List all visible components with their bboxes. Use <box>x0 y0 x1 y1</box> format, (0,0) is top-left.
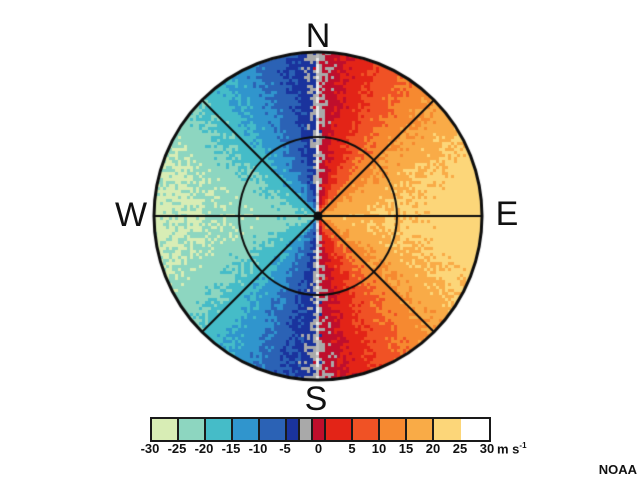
colorbar-tick: 15 <box>398 441 414 456</box>
colorbar-cell <box>206 419 233 440</box>
colorbar-cell <box>233 419 260 440</box>
colorbar-tick-row: m s-1 -30 -25 -20 -15 -10 -5 0 5 10 15 20 25 30 <box>141 441 527 457</box>
colorbar-tick: -20 <box>194 441 214 456</box>
colorbar-cell <box>287 419 300 440</box>
colorbar-tick: 25 <box>452 441 468 456</box>
velocity-colorbar <box>150 417 491 442</box>
colorbar-tick: -15 <box>221 441 241 456</box>
compass-label-south: S <box>304 380 328 418</box>
colorbar-cell <box>179 419 206 440</box>
compass-label-west: W <box>114 196 148 234</box>
colorbar-tick: -5 <box>279 441 291 456</box>
colorbar-tick: 30 <box>479 441 495 456</box>
colorbar-cell <box>434 419 461 440</box>
colorbar-tick: 20 <box>425 441 441 456</box>
colorbar-tick: 10 <box>371 441 387 456</box>
compass-label-north: N <box>305 17 331 55</box>
colorbar-unit-base: m s <box>497 441 520 457</box>
colorbar-cell <box>326 419 353 440</box>
colorbar-cell <box>353 419 380 440</box>
colorbar-tick: 5 <box>348 441 356 456</box>
colorbar-cell <box>300 419 313 440</box>
colorbar-tick: -10 <box>248 441 268 456</box>
colorbar-tick: -25 <box>167 441 187 456</box>
colorbar-cell <box>152 419 179 440</box>
compass-label-east: E <box>495 195 519 233</box>
colorbar-unit-exponent: -1 <box>519 441 527 450</box>
credit-text: NOAA <box>598 462 637 477</box>
colorbar-cell <box>313 419 326 440</box>
colorbar-tick: 0 <box>314 441 323 456</box>
colorbar-tick: -30 <box>140 441 160 456</box>
colorbar-unit: m s-1 <box>497 441 527 456</box>
colorbar-cell <box>380 419 407 440</box>
colorbar-cell <box>407 419 434 440</box>
colorbar-cell <box>260 419 287 440</box>
